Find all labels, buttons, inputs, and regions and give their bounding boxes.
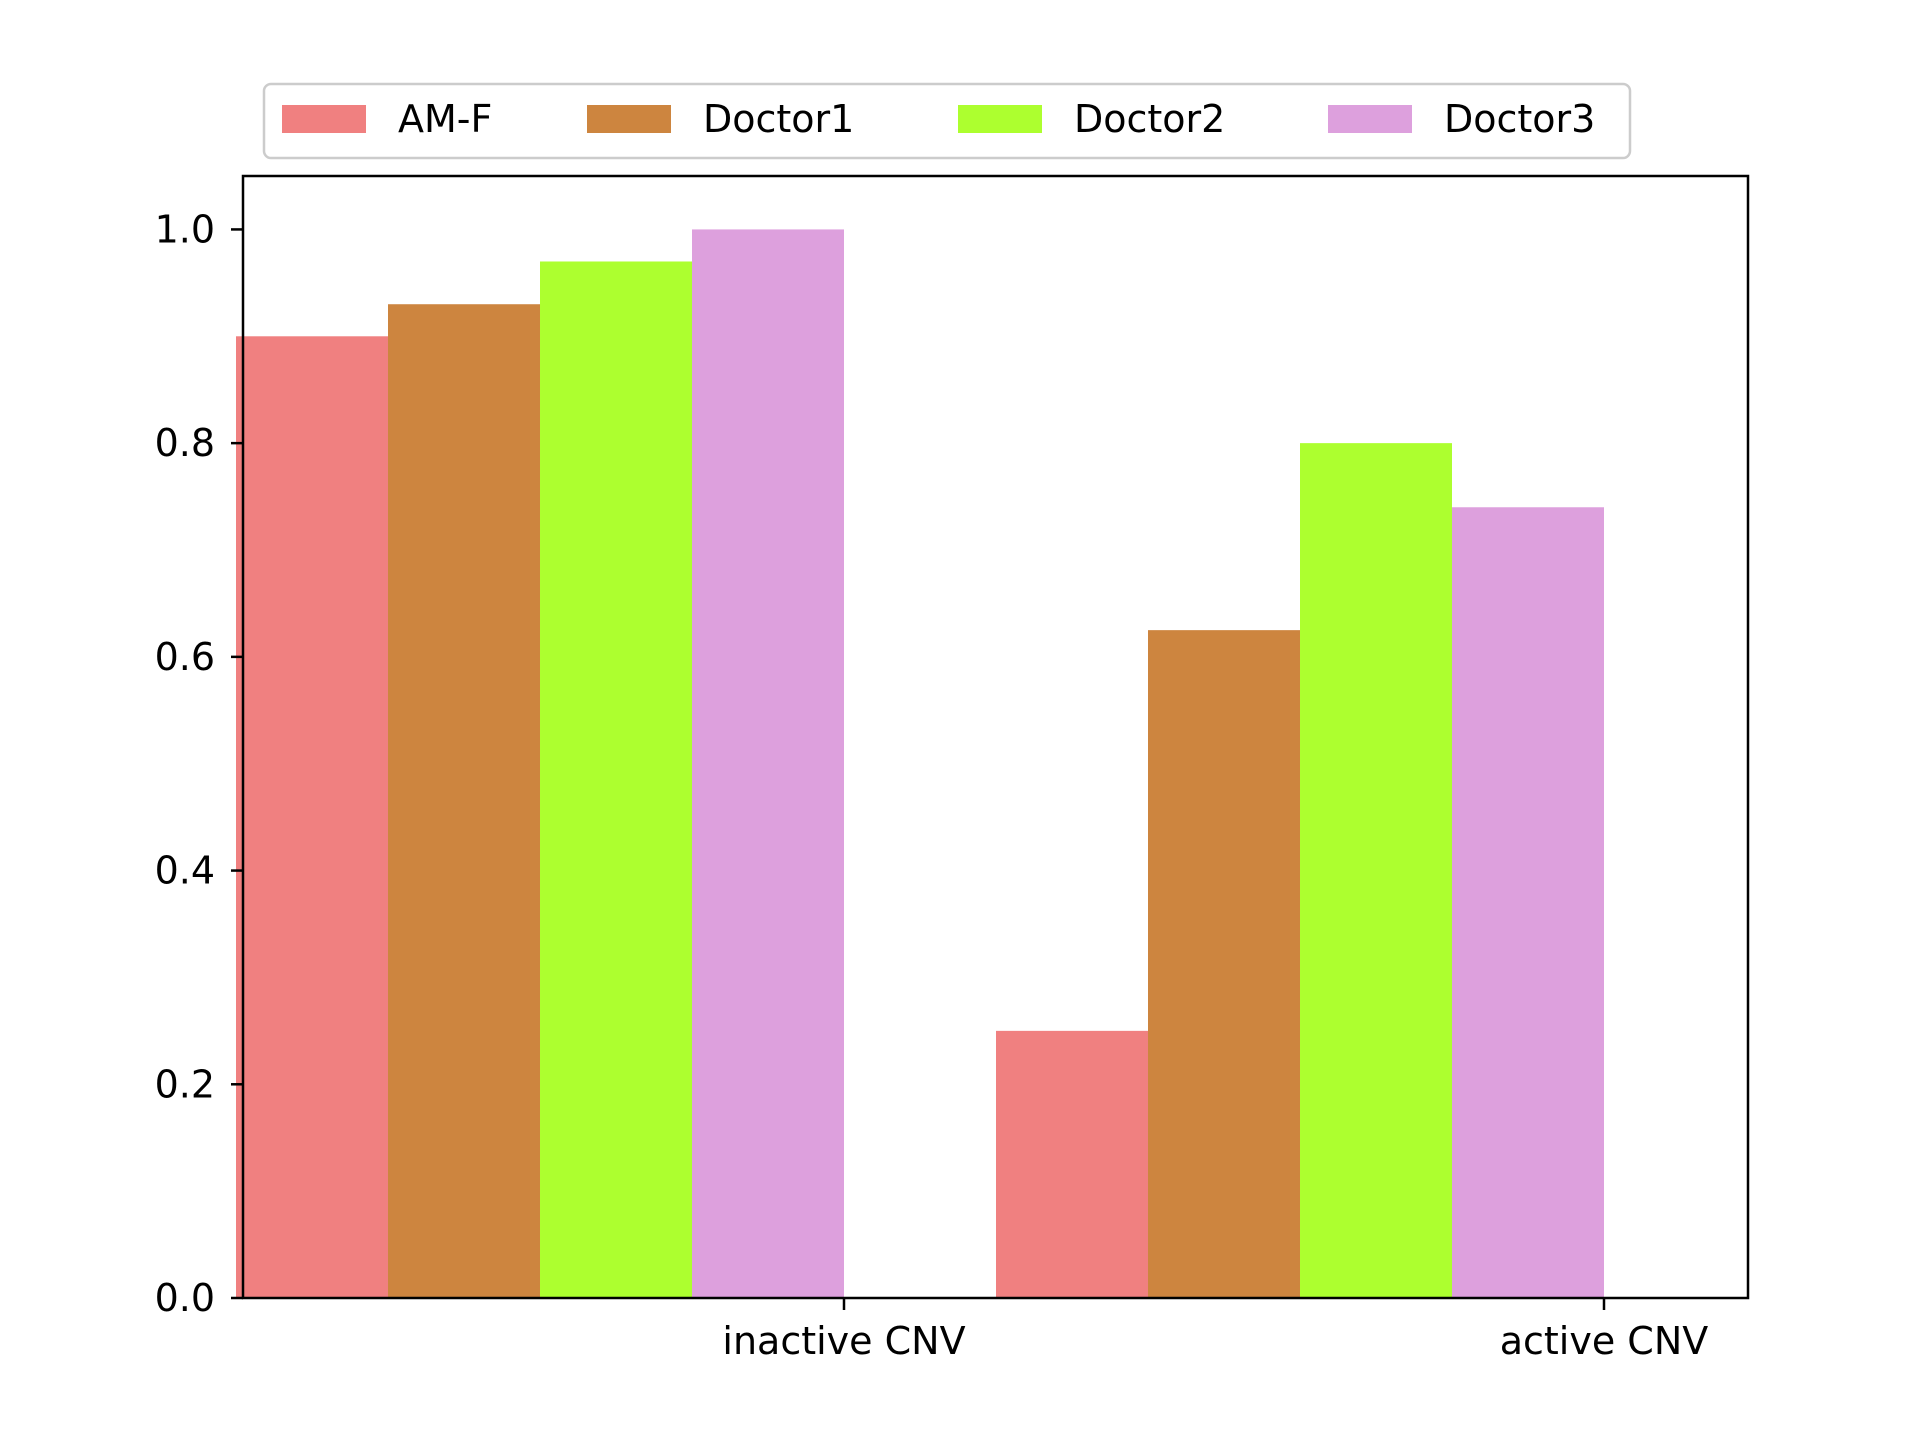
legend-label-doctor2: Doctor2: [1074, 97, 1225, 141]
legend-label-doctor1: Doctor1: [703, 97, 854, 141]
legend-label-am-f: AM-F: [398, 97, 492, 141]
bar-doctor2-active-cnv: [1300, 443, 1452, 1299]
y-tick-label: 1.0: [155, 207, 215, 251]
x-tick-label: inactive CNV: [722, 1319, 965, 1363]
legend-swatch-am-f: [282, 105, 366, 133]
bar-doctor2-inactive-cnv: [540, 261, 692, 1298]
y-tick-label: 0.6: [155, 635, 215, 679]
y-tick-label: 0.0: [155, 1276, 215, 1320]
legend-box: [262, 82, 1632, 160]
x-tick-label: active CNV: [1500, 1319, 1709, 1363]
bar-am-f-active-cnv: [996, 1030, 1148, 1298]
y-tick-label: 0.8: [155, 421, 215, 465]
y-tick-label: 0.2: [155, 1062, 215, 1106]
legend-label-doctor3: Doctor3: [1444, 97, 1595, 141]
legend-swatch-doctor1: [587, 105, 671, 133]
bar-doctor3-inactive-cnv: [692, 229, 844, 1298]
y-tick-label: 0.4: [155, 849, 215, 893]
y-axis: 0.0 0.2 0.4 0.6 0.8 1.0: [155, 207, 243, 1320]
bar-doctor1-inactive-cnv: [388, 304, 540, 1298]
bar-doctor1-active-cnv: [1148, 630, 1300, 1298]
plot-area-frame: [241, 174, 1750, 1300]
x-axis: inactive CNV active CNV: [722, 1298, 1708, 1363]
bar-am-f-inactive-cnv: [236, 336, 388, 1298]
legend: AM-F Doctor1 Doctor2 Doctor3: [262, 82, 1632, 160]
legend-swatch-doctor2: [958, 105, 1042, 133]
bars-layer: [236, 229, 1604, 1299]
legend-swatch-doctor3: [1328, 105, 1412, 133]
bar-doctor3-active-cnv: [1452, 507, 1604, 1298]
